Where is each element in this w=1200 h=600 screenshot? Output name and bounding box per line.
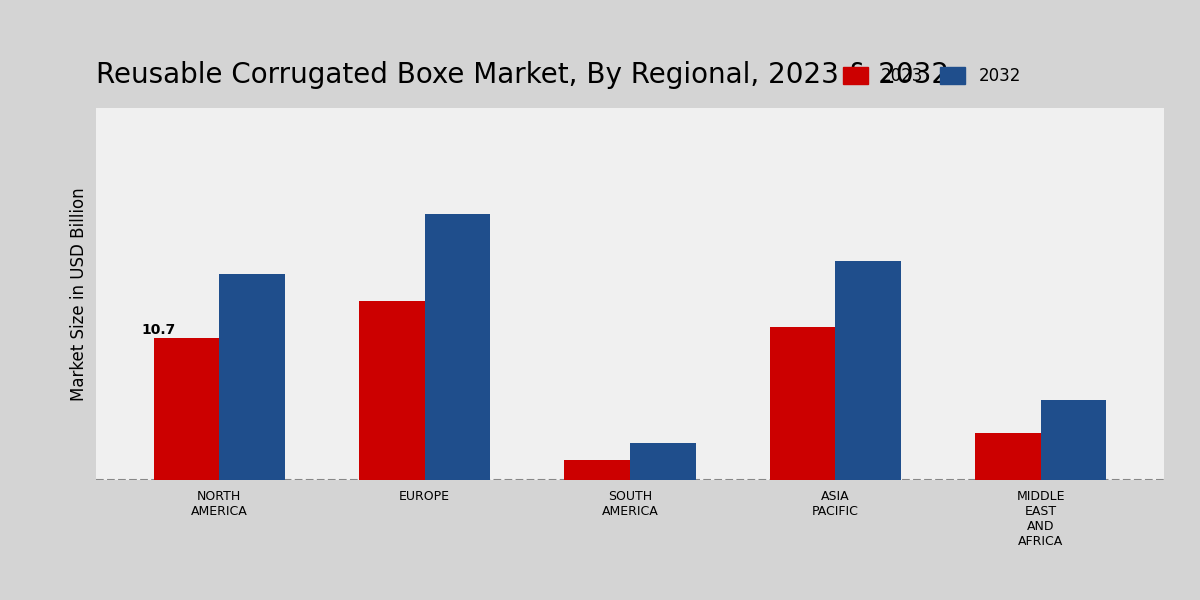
Text: Reusable Corrugated Boxe Market, By Regional, 2023 & 2032: Reusable Corrugated Boxe Market, By Regi… (96, 61, 949, 89)
Bar (1040, 400, 1106, 480)
Bar (835, 261, 901, 480)
Bar (630, 443, 696, 480)
Legend: 2023, 2032: 2023, 2032 (836, 61, 1027, 92)
Text: 10.7: 10.7 (142, 323, 175, 337)
Bar (425, 214, 491, 480)
Bar (359, 301, 425, 480)
Bar (564, 460, 630, 480)
Bar (769, 327, 835, 480)
Bar (220, 274, 284, 480)
Y-axis label: Market Size in USD Billion: Market Size in USD Billion (70, 187, 88, 401)
Bar (976, 433, 1040, 480)
Bar (154, 338, 220, 480)
